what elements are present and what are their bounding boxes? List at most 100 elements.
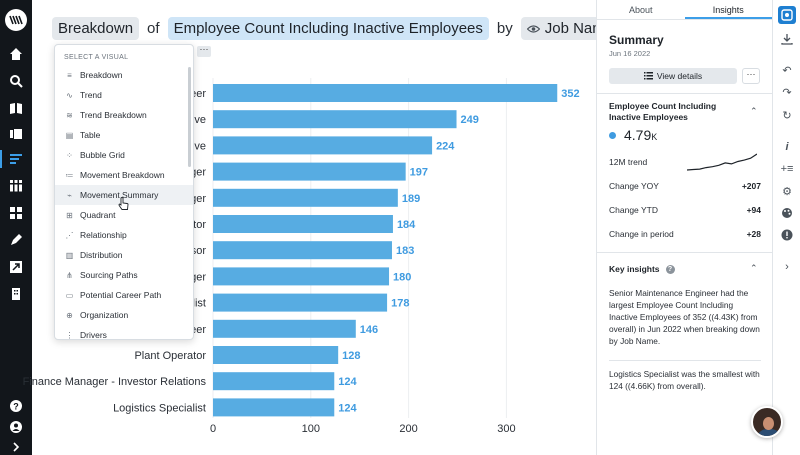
visual-option-movement-breakdown[interactable]: ≔ Movement Breakdown: [55, 165, 193, 185]
palette-icon[interactable]: [780, 206, 794, 220]
visual-option-movement-summary[interactable]: ⌁ Movement Summary: [55, 185, 193, 205]
title-row: Breakdown of Employee Count Including In…: [52, 16, 620, 40]
category-label[interactable]: eer: [190, 324, 206, 336]
bar[interactable]: [213, 267, 390, 286]
visual-selector-dropdown: SELECT A VISUAL ≡ Breakdown ∿ Trend ≋ Trend B…: [54, 44, 194, 340]
assistant-avatar[interactable]: [751, 406, 783, 438]
visual-option-breakdown[interactable]: ≡ Breakdown: [55, 65, 193, 85]
gear-icon[interactable]: ⚙: [782, 185, 792, 198]
pen-icon[interactable]: [8, 232, 24, 248]
divider: [609, 360, 761, 361]
tab-insights[interactable]: Insights: [684, 0, 772, 19]
visual-option-sourcing-paths[interactable]: ⋔ Sourcing Paths: [55, 265, 193, 285]
redo-icon[interactable]: ↷: [782, 86, 792, 99]
collapse-insights-chevron-icon[interactable]: ⌃: [750, 263, 758, 273]
category-label[interactable]: sor: [191, 245, 207, 257]
category-label[interactable]: ger: [190, 271, 206, 283]
metric-selector[interactable]: Employee Count Including Inactive Employ…: [167, 16, 489, 40]
refresh-icon[interactable]: ↻: [782, 109, 792, 122]
bar[interactable]: [213, 293, 388, 312]
building-icon[interactable]: [8, 286, 24, 302]
category-label[interactable]: tor: [193, 219, 206, 231]
info-icon[interactable]: i: [785, 141, 789, 153]
collapse-panel-icon[interactable]: ›: [785, 261, 789, 273]
bar[interactable]: [213, 162, 406, 181]
visual-option-distribution[interactable]: ▥ Distribution: [55, 245, 193, 265]
stat-row-period: Change in period +28: [609, 229, 761, 241]
visual-option-bubble-grid[interactable]: ⁘ Bubble Grid: [55, 145, 193, 165]
category-label[interactable]: Logistics Specialist: [113, 402, 206, 414]
visual-option-trend[interactable]: ∿ Trend: [55, 85, 193, 105]
stat-value: +28: [746, 229, 761, 239]
book-icon[interactable]: [8, 100, 24, 116]
breakdown-nav-icon[interactable]: [8, 151, 24, 167]
bar-value-label: 224: [436, 140, 455, 152]
visual-option-trend-breakdown[interactable]: ≋ Trend Breakdown: [55, 105, 193, 125]
visual-type-selector[interactable]: Breakdown: [52, 16, 140, 40]
series-dot: [609, 131, 616, 139]
help-circle-icon[interactable]: ?: [665, 264, 675, 274]
x-tick-label: 200: [399, 423, 417, 435]
summary-more-button[interactable]: ···: [742, 68, 760, 84]
bar[interactable]: [213, 215, 393, 233]
dashboard-icon[interactable]: [8, 205, 24, 221]
bar[interactable]: [213, 319, 356, 338]
avatar-face: [763, 417, 774, 430]
grid-nav-icon[interactable]: [8, 178, 24, 194]
visual-option-quadrant[interactable]: ⊞ Quadrant: [55, 205, 193, 225]
add-filter-icon[interactable]: +≡: [780, 163, 794, 175]
bar[interactable]: [213, 188, 398, 207]
visual-option-potential-career-path[interactable]: ▭ Potential Career Path: [55, 285, 193, 305]
category-label[interactable]: eer: [190, 88, 206, 100]
summary-title: Summary: [609, 33, 664, 47]
category-label[interactable]: ive: [192, 140, 206, 152]
search-icon[interactable]: [8, 73, 24, 89]
visual-option-drivers[interactable]: ⋮ Drivers: [55, 325, 193, 339]
bar[interactable]: [213, 372, 335, 391]
bar[interactable]: [213, 241, 392, 260]
view-details-button[interactable]: View details: [609, 68, 737, 84]
expand-icon[interactable]: [8, 439, 24, 455]
metric-value-suffix: K: [651, 131, 658, 142]
title-more-button[interactable]: ···: [197, 45, 211, 57]
category-label[interactable]: ger: [190, 167, 206, 179]
stories-icon[interactable]: [8, 126, 24, 142]
metric-value: 4.79 K: [609, 127, 657, 143]
bar-value-label: 184: [397, 219, 416, 231]
quadrant-icon: ⊞: [66, 210, 73, 220]
stat-value: +207: [741, 181, 761, 191]
category-label[interactable]: Plant Operator: [134, 350, 206, 362]
left-nav: ?: [0, 0, 32, 455]
category-label[interactable]: ive: [192, 114, 206, 126]
home-icon[interactable]: [8, 46, 24, 62]
bar[interactable]: [213, 346, 339, 364]
user-icon[interactable]: [8, 419, 24, 435]
undo-icon[interactable]: ↶: [782, 64, 792, 77]
app-logo[interactable]: [5, 9, 27, 31]
bar[interactable]: [213, 136, 433, 155]
export-icon[interactable]: [8, 259, 24, 275]
insights-panel-icon[interactable]: [778, 6, 796, 24]
collapse-metric-chevron-icon[interactable]: ⌃: [750, 106, 758, 116]
metric-name: Employee Count Including Inactive Employ…: [609, 101, 717, 122]
dropdown-scrollbar[interactable]: [188, 67, 191, 167]
svg-text:?: ?: [13, 402, 19, 412]
alert-icon[interactable]: [780, 228, 794, 242]
visual-option-organization[interactable]: ⊕ Organization: [55, 305, 193, 325]
download-icon[interactable]: [780, 32, 794, 46]
stat-row-ytd: Change YTD +94: [609, 205, 761, 217]
bar-value-label: 197: [410, 167, 428, 179]
visual-option-table[interactable]: ▤ Table: [55, 125, 193, 145]
bar-value-label: 189: [402, 193, 420, 205]
help-icon[interactable]: ?: [8, 398, 24, 414]
tab-about[interactable]: About: [628, 5, 653, 15]
bar-value-label: 180: [393, 271, 411, 283]
bar[interactable]: [213, 398, 335, 417]
bar[interactable]: [213, 84, 558, 102]
breakdown-chart: 0 100 200 300 352 eer 249 ive 224 ive 197 ger 189 ger…: [23, 78, 580, 435]
category-label[interactable]: list: [193, 298, 206, 310]
category-label[interactable]: ger: [190, 193, 206, 205]
category-label[interactable]: Finance Manager - Investor Relations: [23, 376, 207, 388]
bar[interactable]: [213, 110, 457, 129]
visual-option-relationship[interactable]: ⋰ Relationship: [55, 225, 193, 245]
